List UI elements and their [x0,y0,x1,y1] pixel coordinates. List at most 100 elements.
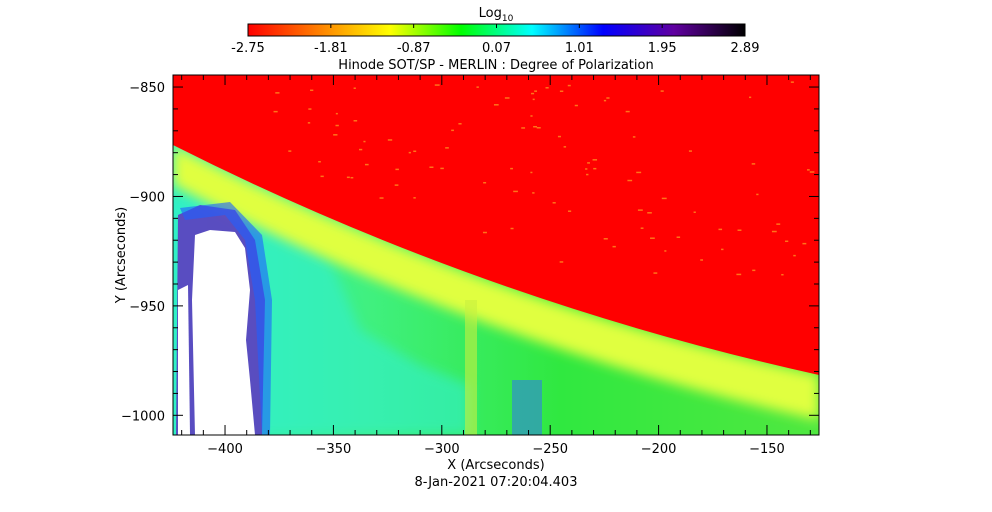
speck [532,98,535,101]
speck [445,147,449,149]
speck [606,97,610,99]
speck [603,99,607,102]
y-tick-label: −900 [129,190,165,205]
speck [318,160,321,163]
speck [700,259,704,261]
speck [273,110,278,113]
speck [483,181,487,184]
speck [637,209,643,211]
red-region [173,75,819,375]
speck [413,197,416,199]
speck [335,124,339,127]
speck [627,179,633,182]
y-tick-label: −950 [129,300,165,315]
x-tick-label: −350 [316,442,352,457]
blue-speckle [180,202,272,435]
speck [482,231,487,234]
speck [353,120,358,122]
white-blob [192,230,255,435]
speck [530,171,533,174]
speck [650,237,655,239]
chart-title: Hinode SOT/SP - MERLIN : Degree of Polar… [338,58,653,73]
speck [585,168,588,170]
speck [647,212,652,214]
speck [379,197,384,199]
speck [545,87,549,89]
speck [346,176,350,179]
speck [790,81,794,83]
speck [688,150,692,152]
colorbar-tick-label: -1.81 [314,41,348,56]
speck [802,242,807,245]
speck [771,230,777,233]
speck [335,112,338,115]
speck [721,248,724,251]
speck [307,122,311,124]
speck [574,104,578,107]
speck [676,236,681,238]
speck [756,193,759,196]
speck [413,150,417,153]
speck [586,173,589,176]
speck [394,184,399,186]
speck [736,273,742,276]
speck [521,127,526,129]
speck [751,163,756,165]
speck [718,228,723,231]
speck [440,167,444,170]
speck [737,229,742,231]
x-tick-label: −200 [641,442,677,457]
colorbar-tick-label: -0.87 [397,41,431,56]
speck [363,140,366,143]
speck [587,162,590,164]
speck [781,273,784,276]
speck [364,163,369,166]
speck [625,110,630,113]
colorbar-label: Log10 [479,6,514,24]
speck [531,92,535,95]
speck [458,123,462,125]
colorbar-tick-label: 0.07 [482,41,511,56]
speck [275,92,280,94]
speck [748,96,752,99]
speck [350,176,354,179]
speck [660,90,664,92]
speck [513,190,518,193]
speck [785,240,789,243]
plot-frame [172,74,820,436]
y-tick-label: −850 [129,81,165,96]
speck [653,272,658,274]
speck [320,175,324,178]
speck [752,269,756,272]
speck [552,202,556,204]
speck [288,150,292,152]
speck [333,134,338,136]
colorbar-tick-label: 1.95 [648,41,677,56]
speck [493,104,499,106]
x-tick-label: −250 [532,442,568,457]
speck [476,86,479,88]
y-axis-label: Y (Arcseconds) [114,207,129,304]
speck [809,171,815,173]
speck [408,151,411,154]
speck [636,171,642,174]
speck [359,148,363,151]
y-tick-label: −1000 [121,409,165,424]
speck [661,197,667,200]
speck [603,238,608,240]
speck [612,245,616,248]
speck [776,223,781,225]
colorbar-tick-label: -2.75 [231,41,265,56]
speck [387,139,393,141]
colorbar-tick-label: 1.01 [565,41,594,56]
speck [567,84,571,87]
speck [510,227,514,230]
speck [353,87,356,89]
speck [533,125,537,128]
speck [807,169,810,171]
speck [310,89,314,92]
speck [557,135,561,138]
speck [530,115,533,117]
speck [563,146,567,148]
